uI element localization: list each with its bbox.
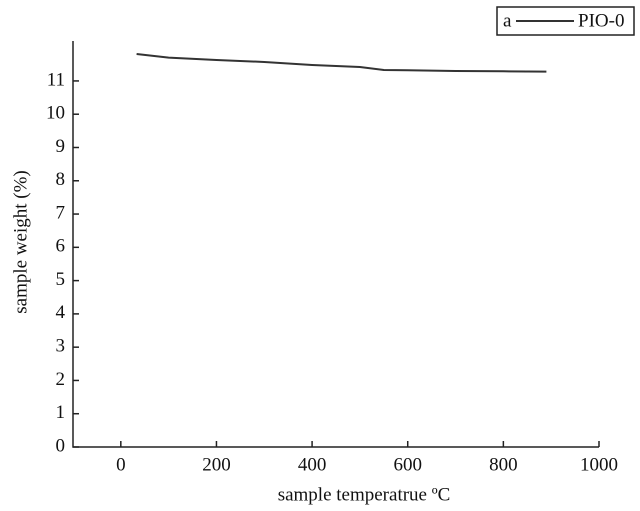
y-tick-label: 5 bbox=[56, 269, 66, 290]
y-tick-label: 4 bbox=[56, 302, 66, 323]
y-tick-label: 6 bbox=[56, 236, 66, 257]
y-tick-label: 3 bbox=[56, 336, 66, 357]
x-axis-label: sample temperatrue ºC bbox=[278, 484, 451, 505]
x-tick-label: 0 bbox=[116, 454, 126, 475]
x-tick-label: 400 bbox=[298, 454, 327, 475]
x-tick-label: 1000 bbox=[580, 454, 618, 475]
axes bbox=[72, 41, 599, 448]
y-tick-label: 7 bbox=[56, 202, 66, 223]
y-tick-label: 0 bbox=[56, 435, 66, 456]
panel-label: a bbox=[503, 10, 512, 31]
y-tick-label: 2 bbox=[56, 369, 66, 390]
y-tick-label: 10 bbox=[46, 103, 65, 124]
y-tick-label: 1 bbox=[56, 402, 66, 423]
x-tick-label: 800 bbox=[489, 454, 518, 475]
x-tick-label: 200 bbox=[202, 454, 231, 475]
y-tick-label: 9 bbox=[56, 136, 66, 157]
legend-label: PIO-0 bbox=[578, 10, 624, 31]
y-tick-label: 11 bbox=[47, 69, 65, 90]
y-axis-label: sample weight (%) bbox=[10, 170, 31, 314]
y-tick-label: 8 bbox=[56, 169, 66, 190]
data-line bbox=[136, 52, 547, 73]
x-tick-label: 600 bbox=[393, 454, 422, 475]
